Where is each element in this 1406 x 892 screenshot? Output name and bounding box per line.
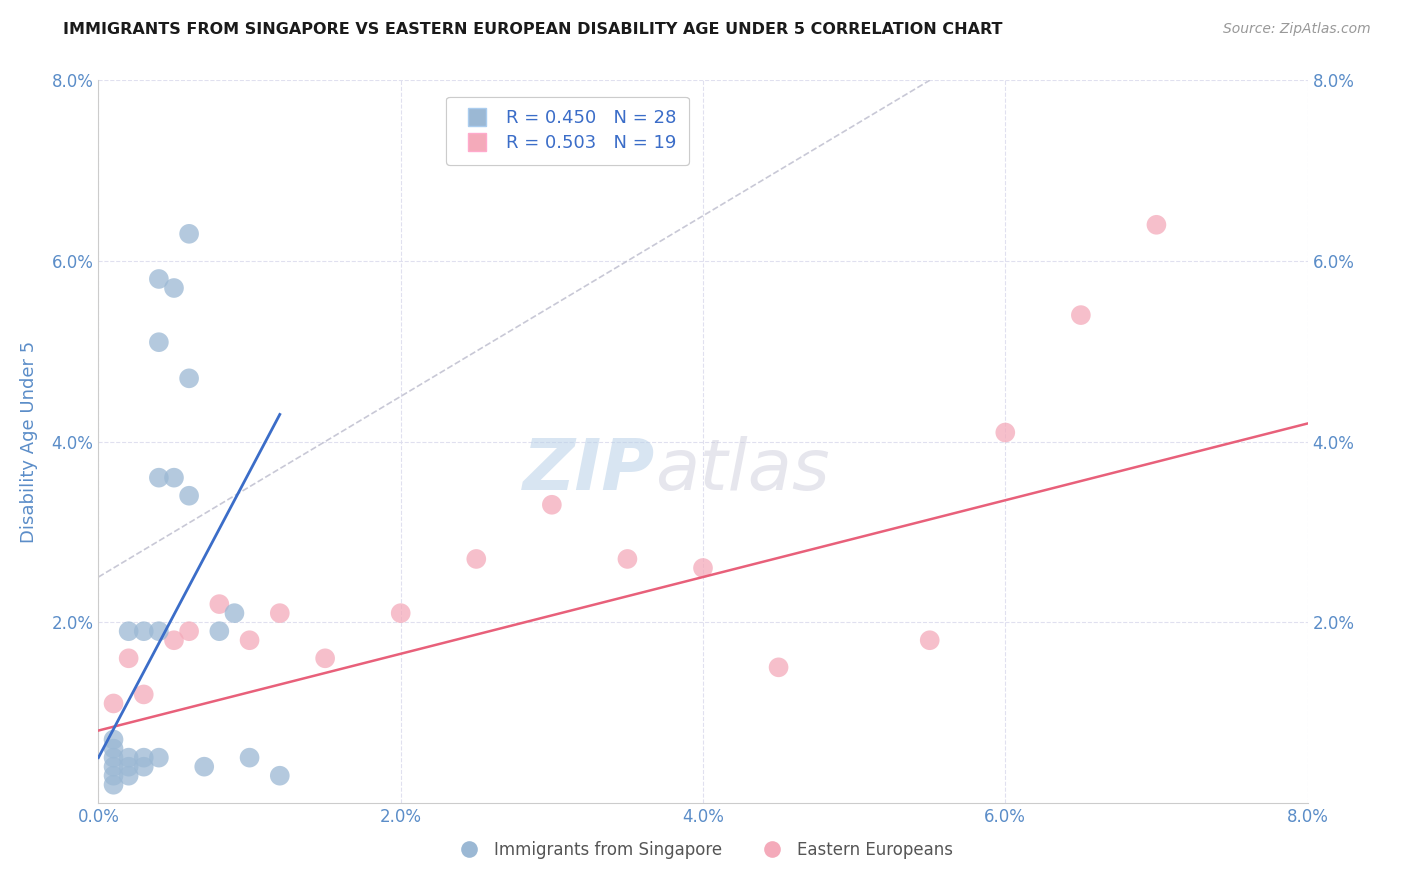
- Point: [269, 606, 291, 620]
- Point: [692, 561, 714, 575]
- Point: [132, 687, 155, 701]
- Point: [1070, 308, 1092, 322]
- Point: [208, 624, 231, 639]
- Point: [163, 633, 186, 648]
- Point: [768, 660, 790, 674]
- Point: [118, 624, 141, 639]
- Text: ZIP: ZIP: [523, 436, 655, 505]
- Point: [465, 552, 488, 566]
- Point: [148, 750, 170, 764]
- Point: [148, 471, 170, 485]
- Text: atlas: atlas: [655, 436, 830, 505]
- Point: [132, 760, 155, 774]
- Point: [163, 471, 186, 485]
- Point: [103, 732, 125, 747]
- Point: [132, 750, 155, 764]
- Point: [103, 760, 125, 774]
- Point: [103, 697, 125, 711]
- Point: [208, 597, 231, 611]
- Point: [314, 651, 336, 665]
- Point: [103, 750, 125, 764]
- Point: [103, 778, 125, 792]
- Point: [540, 498, 562, 512]
- Point: [132, 624, 155, 639]
- Point: [118, 651, 141, 665]
- Point: [269, 769, 291, 783]
- Legend: R = 0.450   N = 28, R = 0.503   N = 19: R = 0.450 N = 28, R = 0.503 N = 19: [446, 96, 689, 165]
- Point: [118, 769, 141, 783]
- Y-axis label: Disability Age Under 5: Disability Age Under 5: [20, 341, 38, 542]
- Legend: Immigrants from Singapore, Eastern Europeans: Immigrants from Singapore, Eastern Europ…: [446, 835, 960, 866]
- Point: [103, 741, 125, 756]
- Point: [193, 760, 215, 774]
- Point: [1146, 218, 1168, 232]
- Text: Source: ZipAtlas.com: Source: ZipAtlas.com: [1223, 22, 1371, 37]
- Point: [616, 552, 638, 566]
- Point: [118, 760, 141, 774]
- Point: [994, 425, 1017, 440]
- Point: [163, 281, 186, 295]
- Point: [118, 750, 141, 764]
- Point: [103, 769, 125, 783]
- Point: [179, 624, 201, 639]
- Point: [239, 633, 262, 648]
- Point: [239, 750, 262, 764]
- Text: IMMIGRANTS FROM SINGAPORE VS EASTERN EUROPEAN DISABILITY AGE UNDER 5 CORRELATION: IMMIGRANTS FROM SINGAPORE VS EASTERN EUR…: [63, 22, 1002, 37]
- Point: [148, 335, 170, 350]
- Point: [224, 606, 246, 620]
- Point: [179, 489, 201, 503]
- Point: [389, 606, 412, 620]
- Point: [148, 272, 170, 286]
- Point: [918, 633, 941, 648]
- Point: [179, 371, 201, 385]
- Point: [179, 227, 201, 241]
- Point: [148, 624, 170, 639]
